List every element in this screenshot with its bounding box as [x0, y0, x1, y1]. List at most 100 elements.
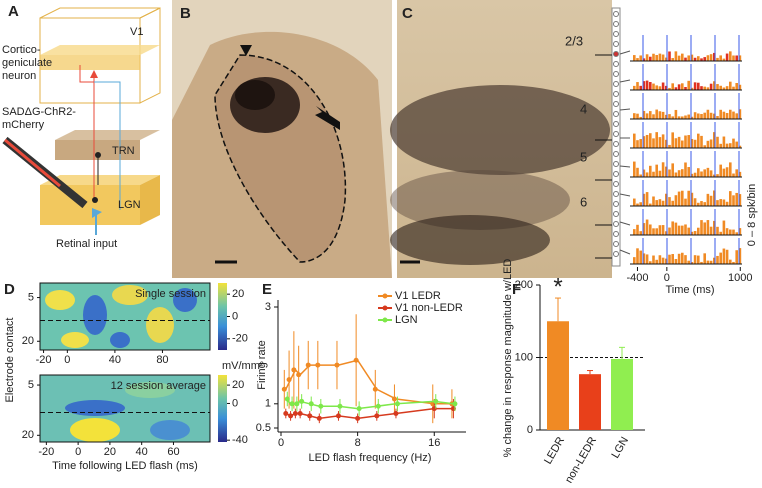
raster-bin	[722, 87, 726, 90]
raster-bin	[722, 111, 726, 119]
raster-bin	[713, 220, 716, 235]
raster-bin	[681, 116, 684, 119]
raster-bin	[633, 257, 636, 264]
raster-bin	[697, 82, 700, 90]
raster-bin	[652, 83, 655, 90]
raster-bin	[655, 132, 658, 148]
data-point	[291, 367, 297, 373]
raster-bin	[693, 231, 697, 235]
raster-bin	[722, 58, 726, 61]
raster-bin	[642, 110, 646, 119]
raster-bin	[671, 163, 674, 177]
data-point	[294, 401, 300, 407]
raster-bin	[738, 171, 742, 177]
heatmap-title: 12 session average	[111, 380, 206, 392]
heatmap-title: Single session	[135, 288, 206, 300]
raster-bin	[706, 55, 710, 61]
raster-bin	[716, 200, 719, 206]
colorbar-tick-label: 20	[232, 379, 244, 391]
raster-bin	[738, 194, 742, 206]
raster-bin	[725, 228, 729, 235]
raster-bin	[716, 255, 719, 264]
x-tick-label: 40	[109, 354, 121, 366]
raster-bin	[687, 80, 690, 90]
connector	[619, 79, 631, 83]
electrode-site	[613, 121, 619, 127]
raster-bin	[677, 225, 681, 235]
raster-bin	[700, 113, 703, 119]
data-point	[281, 386, 287, 392]
raster-bin	[684, 255, 687, 264]
heatmap-top	[40, 283, 210, 350]
raster-bin	[729, 51, 732, 61]
raster-bin	[633, 161, 636, 177]
y-tick-label: 100	[515, 351, 533, 363]
raster-bin	[725, 201, 729, 206]
raster-bin	[713, 113, 716, 119]
significance-marker: *	[553, 273, 562, 300]
colorbar	[218, 375, 227, 442]
raster-bin	[693, 139, 697, 148]
raster-bin	[665, 85, 668, 90]
connector	[619, 221, 631, 226]
raster-bin	[677, 55, 681, 61]
heatmap-bottom	[40, 375, 210, 442]
raster-bin	[735, 55, 738, 61]
raster-bin	[684, 162, 687, 177]
raster-bin	[684, 86, 687, 90]
raster-bin	[738, 109, 742, 119]
raster-bin	[671, 116, 674, 119]
raster-bin	[645, 113, 649, 119]
neuron-label: neuron	[2, 70, 36, 82]
raster-bin	[674, 87, 678, 90]
raster-bin	[658, 199, 662, 206]
raster-bin	[649, 56, 652, 61]
raster-bin	[642, 193, 646, 206]
raster-bin	[719, 109, 722, 119]
raster-bin	[639, 55, 642, 61]
electrode-site	[613, 151, 619, 157]
y-tick-label: 5	[28, 291, 34, 303]
raster-bin	[697, 202, 700, 206]
raster-bin	[706, 220, 710, 235]
raster-bin	[661, 200, 665, 206]
data-point	[283, 410, 289, 416]
raster-bin	[665, 57, 668, 61]
electrode-site	[613, 71, 619, 77]
raster-bin	[700, 201, 703, 206]
raster-bin	[693, 57, 697, 61]
panel-label: F	[512, 281, 521, 298]
raster-bin	[687, 190, 690, 206]
raster-bin	[700, 86, 703, 90]
raster-bin	[700, 171, 703, 177]
raster-bin	[690, 173, 694, 177]
data-point	[391, 396, 397, 402]
raster-bin	[703, 253, 706, 264]
raster-bin	[709, 170, 713, 177]
raster-bin	[671, 200, 674, 206]
raster-bin	[665, 231, 668, 235]
raster-bin	[687, 55, 690, 61]
raster-bin	[674, 258, 678, 264]
raster-bin	[668, 144, 671, 148]
raster-bin	[639, 202, 642, 206]
y-tick-label: 3	[265, 301, 271, 313]
raster-bin	[703, 57, 706, 61]
y-axis-label: Electrode contact	[4, 318, 16, 403]
legend-marker	[382, 305, 388, 311]
data-point	[372, 386, 378, 392]
raster-bin	[677, 191, 681, 206]
raster-bin	[703, 202, 706, 206]
x-tick-label: -20	[38, 446, 54, 458]
raster-bin	[719, 85, 722, 90]
raster-bin	[639, 85, 642, 90]
raster-bin	[655, 200, 658, 206]
raster-bin	[636, 248, 639, 264]
x-tick-label: 0	[75, 446, 81, 458]
connector	[619, 50, 631, 55]
raster-bin	[732, 195, 735, 206]
raster-bin	[703, 86, 706, 90]
raster-bin	[729, 191, 732, 206]
raster-bin	[642, 81, 646, 90]
layer-label: 2/3	[565, 33, 583, 48]
